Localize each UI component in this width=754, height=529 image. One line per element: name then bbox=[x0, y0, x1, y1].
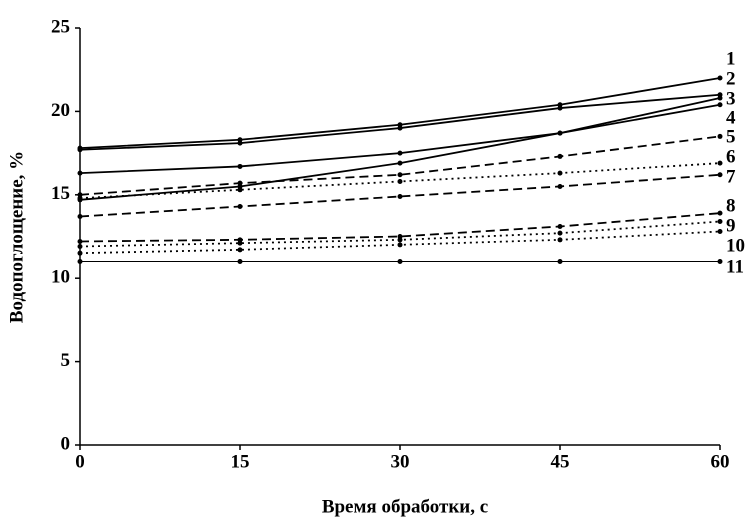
legend-label: 9 bbox=[726, 215, 736, 236]
point bbox=[557, 183, 563, 189]
legend-label: 3 bbox=[726, 88, 736, 109]
point bbox=[237, 247, 243, 253]
point bbox=[77, 239, 83, 245]
point bbox=[717, 133, 723, 139]
y-tick-label: 25 bbox=[51, 16, 70, 37]
point bbox=[557, 105, 563, 111]
point bbox=[717, 75, 723, 81]
point bbox=[557, 230, 563, 236]
y-tick-label: 0 bbox=[61, 433, 71, 454]
legend-label: 10 bbox=[726, 235, 745, 256]
legend-label: 2 bbox=[726, 68, 736, 89]
point bbox=[77, 147, 83, 153]
point bbox=[717, 102, 723, 108]
point bbox=[717, 210, 723, 216]
x-tick-label: 15 bbox=[231, 451, 250, 472]
x-tick-label: 45 bbox=[551, 451, 570, 472]
point bbox=[557, 237, 563, 243]
point bbox=[397, 172, 403, 178]
point bbox=[397, 125, 403, 131]
legend-label: 1 bbox=[726, 48, 736, 69]
point bbox=[557, 223, 563, 229]
x-tick-label: 60 bbox=[711, 451, 730, 472]
point bbox=[237, 259, 243, 265]
point bbox=[77, 213, 83, 219]
legend-label: 7 bbox=[726, 166, 736, 187]
point bbox=[397, 178, 403, 184]
point bbox=[717, 228, 723, 234]
y-tick-label: 10 bbox=[51, 267, 70, 288]
point bbox=[397, 242, 403, 248]
point bbox=[237, 140, 243, 146]
point bbox=[77, 195, 83, 201]
point bbox=[397, 160, 403, 166]
point bbox=[557, 153, 563, 159]
point bbox=[397, 150, 403, 156]
series-line bbox=[79, 212, 721, 243]
point bbox=[397, 193, 403, 199]
point bbox=[717, 160, 723, 166]
series-line bbox=[79, 77, 721, 149]
point bbox=[77, 259, 83, 265]
point bbox=[237, 203, 243, 209]
point bbox=[77, 170, 83, 176]
point bbox=[237, 240, 243, 246]
point bbox=[557, 130, 563, 136]
point bbox=[397, 259, 403, 265]
y-tick-label: 20 bbox=[51, 100, 70, 121]
point bbox=[557, 259, 563, 265]
point bbox=[717, 172, 723, 178]
point bbox=[237, 180, 243, 186]
series-line bbox=[79, 135, 721, 196]
point bbox=[77, 250, 83, 256]
y-axis-label: Водопоглощение, % bbox=[6, 151, 27, 323]
x-tick-label: 30 bbox=[391, 451, 410, 472]
point bbox=[77, 244, 83, 250]
y-tick-label: 5 bbox=[61, 350, 71, 371]
legend-label: 4 bbox=[726, 107, 736, 128]
point bbox=[397, 237, 403, 243]
series-line bbox=[79, 173, 721, 218]
legend-label: 8 bbox=[726, 195, 736, 216]
series-line bbox=[79, 162, 721, 200]
point bbox=[557, 170, 563, 176]
legend-label: 6 bbox=[726, 146, 736, 167]
legend-label: 11 bbox=[726, 256, 744, 277]
y-tick-label: 15 bbox=[51, 183, 70, 204]
point bbox=[717, 95, 723, 101]
legend-label: 5 bbox=[726, 126, 736, 147]
point bbox=[717, 259, 723, 265]
point bbox=[237, 187, 243, 193]
x-tick-label: 0 bbox=[75, 451, 85, 472]
x-axis-label: Время обработки, с bbox=[322, 496, 488, 517]
point bbox=[717, 218, 723, 224]
point bbox=[237, 163, 243, 169]
